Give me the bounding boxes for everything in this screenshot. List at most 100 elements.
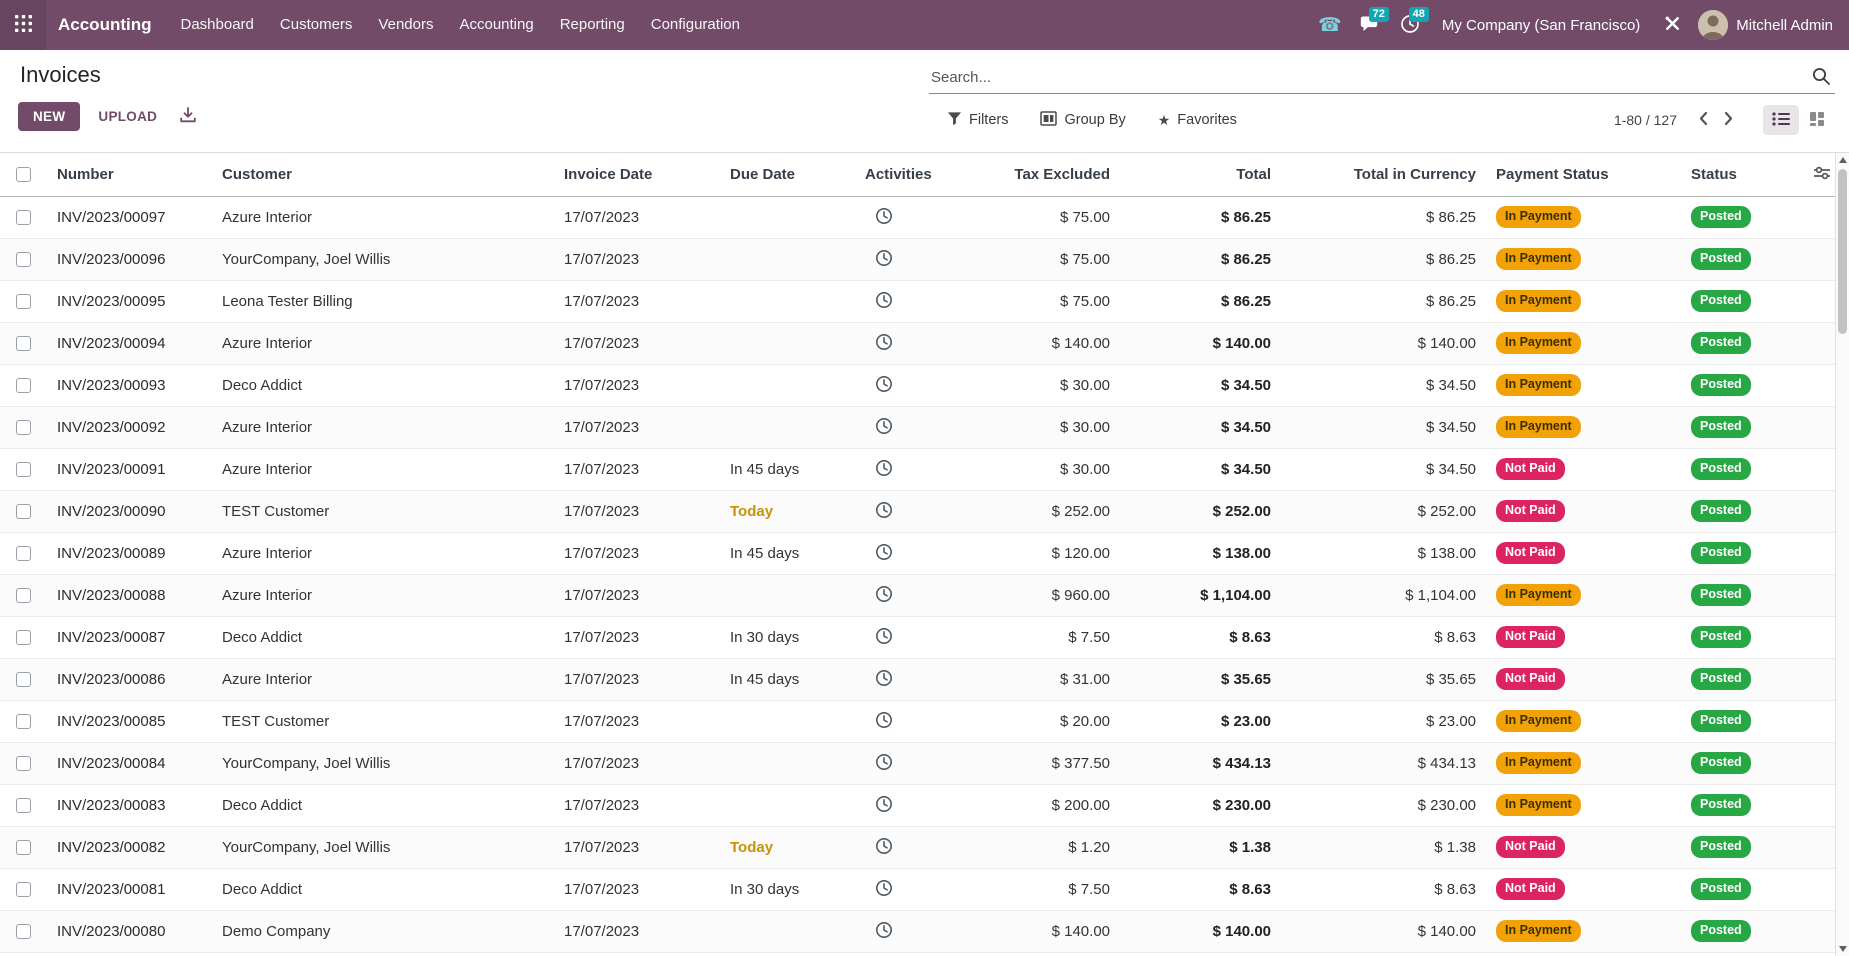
activity-clock-button[interactable] (873, 751, 895, 776)
messages-button[interactable]: 72 (1350, 0, 1390, 50)
company-switcher[interactable]: My Company (San Francisco) (1430, 0, 1652, 50)
voip-phone-button[interactable]: ☎ (1310, 0, 1350, 50)
activity-clock-button[interactable] (873, 331, 895, 356)
column-header-customer[interactable]: Customer (212, 153, 554, 197)
row-checkbox[interactable] (16, 714, 31, 730)
pager-previous-button[interactable] (1691, 107, 1716, 133)
activity-clock-button[interactable] (873, 835, 895, 860)
activity-clock-button[interactable] (873, 457, 895, 482)
activity-clock-button[interactable] (873, 667, 895, 692)
column-options-button[interactable] (1811, 163, 1833, 186)
row-checkbox[interactable] (16, 420, 31, 436)
invoice-row[interactable]: INV/2023/00080 Demo Company 17/07/2023 $… (0, 910, 1835, 953)
column-header-invoice-date[interactable]: Invoice Date (554, 153, 720, 197)
activity-clock-button[interactable] (873, 709, 895, 734)
control-panel: Invoices NEW UPLOAD (0, 50, 1849, 152)
search-input[interactable] (929, 65, 1807, 90)
invoice-row[interactable]: INV/2023/00089 Azure Interior 17/07/2023… (0, 532, 1835, 575)
activity-clock-button[interactable] (873, 793, 895, 818)
search-button[interactable] (1807, 64, 1835, 91)
kanban-view-button[interactable] (1799, 105, 1835, 135)
app-name[interactable]: Accounting (58, 15, 152, 34)
upload-button[interactable]: UPLOAD (96, 102, 159, 131)
nav-accounting[interactable]: Accounting (446, 0, 546, 50)
invoice-row[interactable]: INV/2023/00094 Azure Interior 17/07/2023… (0, 322, 1835, 365)
column-header-payment-status[interactable]: Payment Status (1486, 153, 1681, 197)
row-checkbox[interactable] (16, 210, 31, 226)
row-checkbox[interactable] (16, 252, 31, 268)
invoice-row[interactable]: INV/2023/00096 YourCompany, Joel Willis … (0, 238, 1835, 281)
invoice-row[interactable]: INV/2023/00082 YourCompany, Joel Willis … (0, 826, 1835, 869)
vertical-scrollbar[interactable] (1835, 153, 1849, 956)
row-checkbox[interactable] (16, 588, 31, 604)
column-header-total[interactable]: Total (1120, 153, 1281, 197)
nav-vendors[interactable]: Vendors (365, 0, 446, 50)
row-checkbox[interactable] (16, 882, 31, 898)
row-checkbox[interactable] (16, 840, 31, 856)
row-checkbox[interactable] (16, 336, 31, 352)
invoice-row[interactable]: INV/2023/00081 Deco Addict 17/07/2023 In… (0, 868, 1835, 911)
invoice-row[interactable]: INV/2023/00092 Azure Interior 17/07/2023… (0, 406, 1835, 449)
invoice-row[interactable]: INV/2023/00086 Azure Interior 17/07/2023… (0, 658, 1835, 701)
column-header-tax-excluded[interactable]: Tax Excluded (955, 153, 1120, 197)
new-button[interactable]: NEW (18, 102, 81, 131)
column-header-number[interactable]: Number (47, 153, 212, 197)
nav-dashboard[interactable]: Dashboard (168, 0, 267, 50)
activity-clock-button[interactable] (873, 499, 895, 524)
row-checkbox[interactable] (16, 672, 31, 688)
column-header-activities[interactable]: Activities (855, 153, 955, 197)
activities-button[interactable]: 48 (1390, 0, 1430, 50)
column-header-total-in-currency[interactable]: Total in Currency (1281, 153, 1486, 197)
row-checkbox[interactable] (16, 630, 31, 646)
row-checkbox[interactable] (16, 378, 31, 394)
scrollbar-thumb[interactable] (1838, 169, 1847, 334)
activity-clock-button[interactable] (873, 541, 895, 566)
invoice-row[interactable]: INV/2023/00097 Azure Interior 17/07/2023… (0, 196, 1835, 239)
invoice-row[interactable]: INV/2023/00087 Deco Addict 17/07/2023 In… (0, 616, 1835, 659)
activity-clock-button[interactable] (873, 625, 895, 650)
cell-customer: Azure Interior (212, 448, 554, 491)
row-checkbox[interactable] (16, 462, 31, 478)
column-header-status[interactable]: Status (1681, 153, 1801, 197)
invoice-row[interactable]: INV/2023/00085 TEST Customer 17/07/2023 … (0, 700, 1835, 743)
nav-reporting[interactable]: Reporting (547, 0, 638, 50)
invoice-row[interactable]: INV/2023/00090 TEST Customer 17/07/2023 … (0, 490, 1835, 533)
invoice-row[interactable]: INV/2023/00093 Deco Addict 17/07/2023 $ … (0, 364, 1835, 407)
row-checkbox[interactable] (16, 546, 31, 562)
row-checkbox[interactable] (16, 294, 31, 310)
invoice-row[interactable]: INV/2023/00088 Azure Interior 17/07/2023… (0, 574, 1835, 617)
select-all-checkbox[interactable] (16, 167, 31, 183)
activity-clock-button[interactable] (873, 205, 895, 230)
nav-customers[interactable]: Customers (267, 0, 366, 50)
group-by-button[interactable]: Group By (1038, 106, 1127, 135)
activity-clock-button[interactable] (873, 373, 895, 398)
activity-clock-button[interactable] (873, 289, 895, 314)
activity-clock-button[interactable] (873, 877, 895, 902)
invoice-row[interactable]: INV/2023/00091 Azure Interior 17/07/2023… (0, 448, 1835, 491)
row-checkbox[interactable] (16, 756, 31, 772)
scroll-down-button[interactable] (1836, 942, 1849, 956)
filters-button[interactable]: Filters (945, 106, 1010, 135)
download-button[interactable] (175, 102, 201, 131)
scroll-up-button[interactable] (1836, 153, 1849, 167)
invoice-row[interactable]: INV/2023/00083 Deco Addict 17/07/2023 $ … (0, 784, 1835, 827)
nav-configuration[interactable]: Configuration (638, 0, 753, 50)
favorites-button[interactable]: ★ Favorites (1156, 107, 1239, 133)
user-menu[interactable]: Mitchell Admin (1692, 0, 1839, 50)
row-checkbox[interactable] (16, 798, 31, 814)
activity-clock-button[interactable] (873, 583, 895, 608)
apps-menu-button[interactable] (0, 0, 46, 50)
row-checkbox[interactable] (16, 924, 31, 940)
row-checkbox[interactable] (16, 504, 31, 520)
invoice-row[interactable]: INV/2023/00084 YourCompany, Joel Willis … (0, 742, 1835, 785)
column-header-due-date[interactable]: Due Date (720, 153, 855, 197)
invoice-row[interactable]: INV/2023/00095 Leona Tester Billing 17/0… (0, 280, 1835, 323)
list-view-button[interactable] (1763, 105, 1799, 135)
activity-clock-button[interactable] (873, 247, 895, 272)
payment-status-badge: Not Paid (1496, 500, 1565, 522)
activity-clock-button[interactable] (873, 919, 895, 944)
pager-next-button[interactable] (1716, 107, 1741, 133)
activity-clock-button[interactable] (873, 415, 895, 440)
cell-total: $ 140.00 (1120, 910, 1281, 953)
debug-tools-button[interactable] (1652, 0, 1692, 50)
